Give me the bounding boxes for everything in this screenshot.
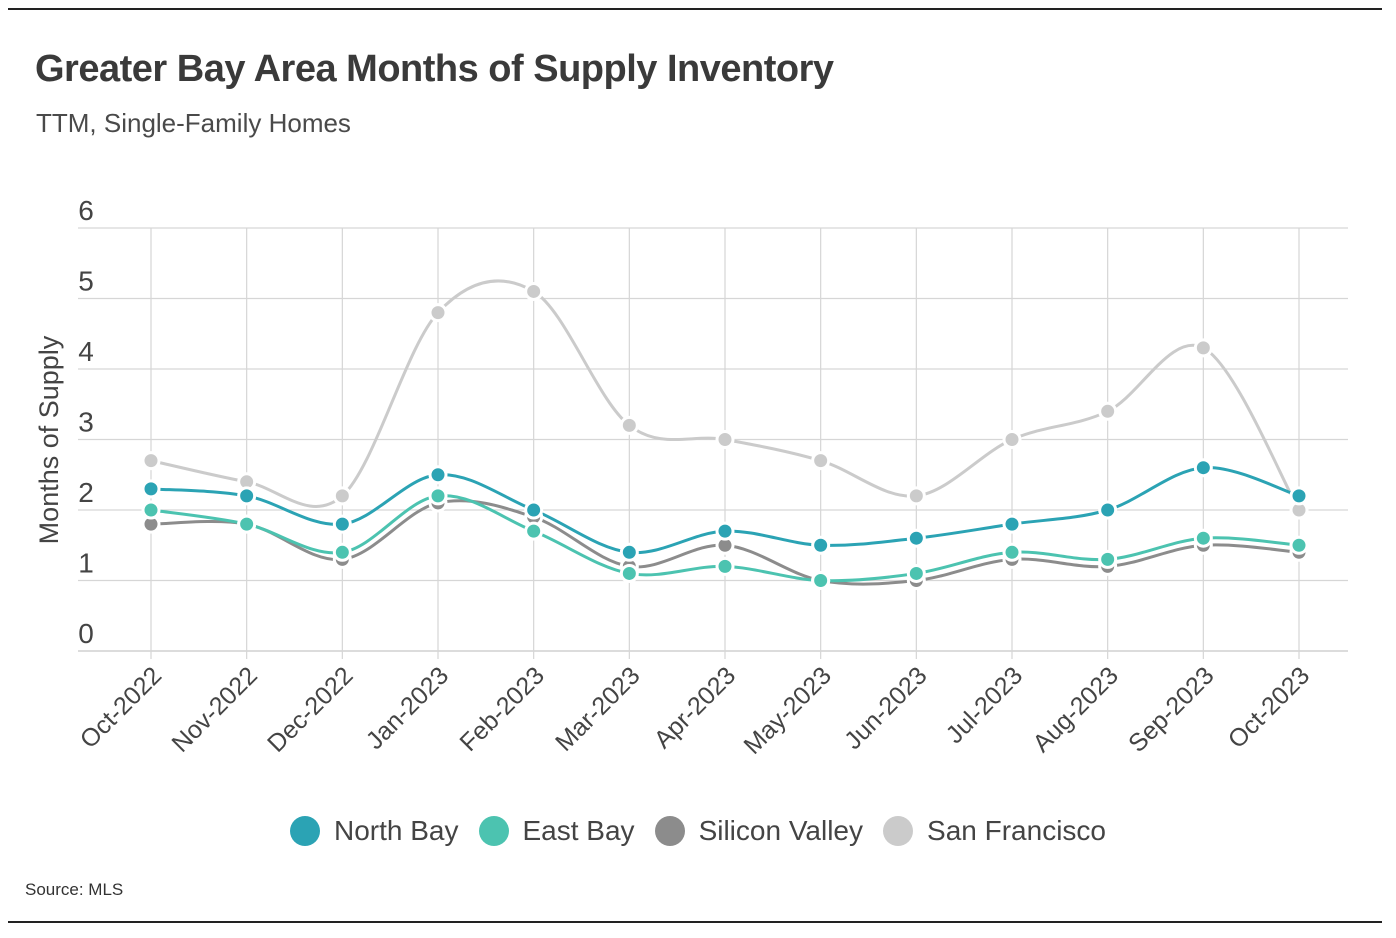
source-note: Source: MLS [25, 880, 124, 899]
x-tick-label: Feb-2023 [454, 661, 549, 756]
data-point-san-francisco [906, 486, 926, 506]
data-point-north-bay [428, 465, 448, 485]
data-point-east-bay [332, 542, 352, 562]
bottom-rule [8, 921, 1382, 923]
data-point-san-francisco [524, 281, 544, 301]
data-point-east-bay [811, 571, 831, 590]
data-point-san-francisco [619, 415, 639, 435]
legend-swatch [290, 816, 320, 846]
x-tick-label: Sep-2023 [1123, 661, 1219, 757]
data-point-north-bay [906, 528, 926, 548]
x-tick-label: Oct-2022 [75, 661, 168, 754]
legend-item-san-francisco: San Francisco [883, 815, 1106, 847]
data-point-north-bay [811, 535, 831, 555]
data-point-east-bay [1002, 542, 1022, 562]
data-point-east-bay [428, 486, 448, 506]
data-point-san-francisco [1098, 401, 1118, 421]
data-point-east-bay [906, 563, 926, 583]
data-point-east-bay [524, 521, 544, 541]
legend-item-east-bay: East Bay [478, 815, 635, 847]
data-point-north-bay [524, 500, 544, 520]
chart-subtitle: TTM, Single-Family Homes [36, 108, 351, 138]
legend-swatch [478, 816, 509, 846]
data-point-san-francisco [428, 303, 448, 323]
y-tick-label: 6 [78, 195, 94, 226]
x-tick-label: Jul-2023 [941, 661, 1029, 749]
data-point-north-bay [141, 479, 161, 499]
y-tick-label: 2 [78, 477, 94, 508]
legend-item-silicon-valley: Silicon Valley [654, 815, 864, 847]
data-point-north-bay [332, 514, 352, 534]
data-point-east-bay [1289, 535, 1309, 555]
x-tick-label: Oct-2023 [1223, 661, 1316, 754]
data-point-north-bay [619, 542, 639, 562]
x-tick-label: Apr-2023 [649, 661, 742, 754]
x-tick-label: Mar-2023 [550, 661, 645, 756]
x-tick-label: May-2023 [738, 661, 836, 759]
data-point-east-bay [619, 563, 639, 583]
legend-item-north-bay: North Bay [290, 815, 459, 847]
chart-title: Greater Bay Area Months of Supply Invent… [35, 48, 834, 90]
x-tick-label: Jun-2023 [839, 661, 933, 755]
x-tick-label: Aug-2023 [1027, 661, 1123, 757]
data-point-san-francisco [811, 451, 831, 471]
data-point-east-bay [141, 500, 161, 520]
legend-swatch [883, 816, 914, 846]
legend-swatch [654, 816, 685, 846]
data-point-north-bay [715, 521, 735, 541]
legend-label: Silicon Valley [698, 815, 864, 846]
legend-label: San Francisco [927, 815, 1106, 846]
legend-label: North Bay [334, 815, 459, 846]
data-point-north-bay [1289, 486, 1309, 506]
data-point-east-bay [715, 556, 735, 576]
y-tick-label: 5 [78, 266, 94, 297]
data-point-east-bay [1098, 549, 1118, 569]
data-point-san-francisco [1002, 430, 1022, 449]
x-tick-label: Nov-2022 [166, 661, 262, 757]
x-tick-label: Jan-2023 [361, 661, 455, 755]
y-tick-label: 0 [78, 618, 94, 649]
data-point-north-bay [1098, 500, 1118, 520]
data-point-east-bay [1193, 528, 1213, 548]
data-point-san-francisco [141, 451, 161, 471]
y-tick-label: 3 [78, 407, 94, 438]
top-rule [8, 8, 1382, 10]
data-point-san-francisco [332, 486, 352, 506]
chart-legend: North Bay East Bay Silicon Valley San Franc… [0, 815, 1396, 847]
x-tick-label: Dec-2022 [262, 661, 358, 757]
data-point-north-bay [1002, 514, 1022, 534]
y-tick-label: 4 [78, 336, 94, 367]
data-point-north-bay [237, 486, 257, 506]
data-point-north-bay [1193, 458, 1213, 478]
y-tick-label: 1 [78, 548, 94, 579]
data-point-san-francisco [1193, 338, 1213, 358]
y-axis-label: Months of Supply [34, 335, 64, 544]
data-point-san-francisco [715, 430, 735, 449]
data-point-east-bay [237, 514, 257, 534]
legend-label: East Bay [522, 815, 635, 846]
